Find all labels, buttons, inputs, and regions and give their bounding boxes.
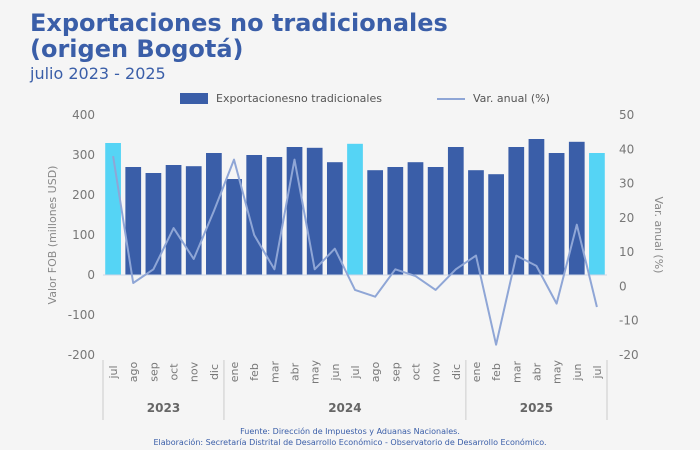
x-tick-label: jun xyxy=(329,363,342,381)
bar xyxy=(347,143,363,275)
x-tick-label: abr xyxy=(530,362,543,381)
x-tick-label: may xyxy=(551,360,564,384)
footer-source: Fuente: Dirección de Impuestos y Aduanas… xyxy=(240,427,460,436)
chart-legend: Exportacionesno tradicionales Var. anual… xyxy=(180,92,550,105)
legend-line-swatch xyxy=(436,97,465,100)
bar xyxy=(286,147,303,275)
x-tick-label: jul xyxy=(591,365,604,379)
chart-subtitle: julio 2023 - 2025 xyxy=(30,64,166,83)
x-tick-label: feb xyxy=(248,363,261,381)
chart-title-line-2: (origen Bogotá) xyxy=(30,35,244,63)
year-label: 2024 xyxy=(328,401,361,415)
bar xyxy=(387,167,404,275)
bar xyxy=(427,167,444,275)
y-axis-title: Valor FOB (millones USD) xyxy=(46,166,59,305)
x-tick-label: jul xyxy=(107,365,120,379)
y-right-tick-label: -10 xyxy=(619,314,639,328)
year-label: 2025 xyxy=(520,401,553,415)
x-tick-label: jul xyxy=(349,365,362,379)
legend-bar-label: Exportacionesno tradicionales xyxy=(216,92,382,105)
x-tick-label: oct xyxy=(409,363,422,381)
x-tick-label: dic xyxy=(450,364,463,380)
chart-footer: Fuente: Dirección de Impuestos y Aduanas… xyxy=(0,426,700,448)
bar xyxy=(246,155,263,275)
bar xyxy=(528,139,545,275)
bar xyxy=(568,141,585,275)
x-tick-label: ago xyxy=(369,362,382,383)
y-tick-label: 0 xyxy=(87,268,95,282)
x-tick-label: ene xyxy=(228,362,241,383)
bar xyxy=(105,143,121,275)
x-tick-label: ago xyxy=(127,362,140,383)
y-right-tick-label: 50 xyxy=(619,108,634,122)
x-tick-label: oct xyxy=(168,363,181,381)
y-tick-label: 300 xyxy=(72,148,95,162)
x-tick-label: may xyxy=(309,360,322,384)
y-right-tick-label: 10 xyxy=(619,245,634,259)
bar xyxy=(367,170,384,275)
y-tick-label: 200 xyxy=(72,188,95,202)
bar xyxy=(326,162,343,275)
bar xyxy=(226,179,242,275)
y-right-tick-label: 0 xyxy=(619,279,627,293)
footer-credit: Elaboración: Secretaría Distrital de Des… xyxy=(153,438,547,447)
x-tick-label: abr xyxy=(289,362,302,381)
bar xyxy=(447,147,464,275)
y-right-tick-label: 40 xyxy=(619,142,634,156)
x-tick-label: ene xyxy=(470,362,483,383)
bar xyxy=(145,173,162,275)
x-tick-label: nov xyxy=(430,361,443,382)
bar xyxy=(589,153,605,275)
y-tick-label: -200 xyxy=(68,348,95,362)
y-tick-label: -100 xyxy=(68,308,95,322)
x-tick-label: jun xyxy=(571,363,584,381)
bar xyxy=(488,174,504,275)
chart-title: Exportaciones no tradicionales (origen B… xyxy=(30,10,448,62)
bar xyxy=(548,153,565,275)
y-right-tick-label: -20 xyxy=(619,348,639,362)
y-tick-label: 100 xyxy=(72,228,95,242)
bar xyxy=(125,167,142,275)
bar xyxy=(206,153,222,275)
legend-line-label: Var. anual (%) xyxy=(472,92,550,105)
bar xyxy=(306,147,323,275)
legend-bar-swatch xyxy=(180,93,208,104)
bar xyxy=(165,165,182,275)
x-tick-label: sep xyxy=(389,362,402,381)
y-right-axis-title: Var. anual (%) xyxy=(652,197,665,274)
year-label: 2023 xyxy=(147,401,180,415)
y-right-tick-label: 20 xyxy=(619,211,634,225)
y-tick-label: 400 xyxy=(72,108,95,122)
chart-title-line-1: Exportaciones no tradicionales xyxy=(30,9,448,37)
x-tick-label: sep xyxy=(147,362,160,381)
x-tick-label: dic xyxy=(208,364,221,380)
x-tick-label: nov xyxy=(188,361,201,382)
bar xyxy=(266,157,283,275)
x-tick-label: mar xyxy=(510,361,523,383)
bar xyxy=(468,170,484,275)
bar xyxy=(407,162,424,275)
bar xyxy=(508,147,525,275)
x-tick-label: mar xyxy=(268,361,281,383)
y-right-tick-label: 30 xyxy=(619,177,634,191)
x-tick-label: feb xyxy=(490,363,503,381)
